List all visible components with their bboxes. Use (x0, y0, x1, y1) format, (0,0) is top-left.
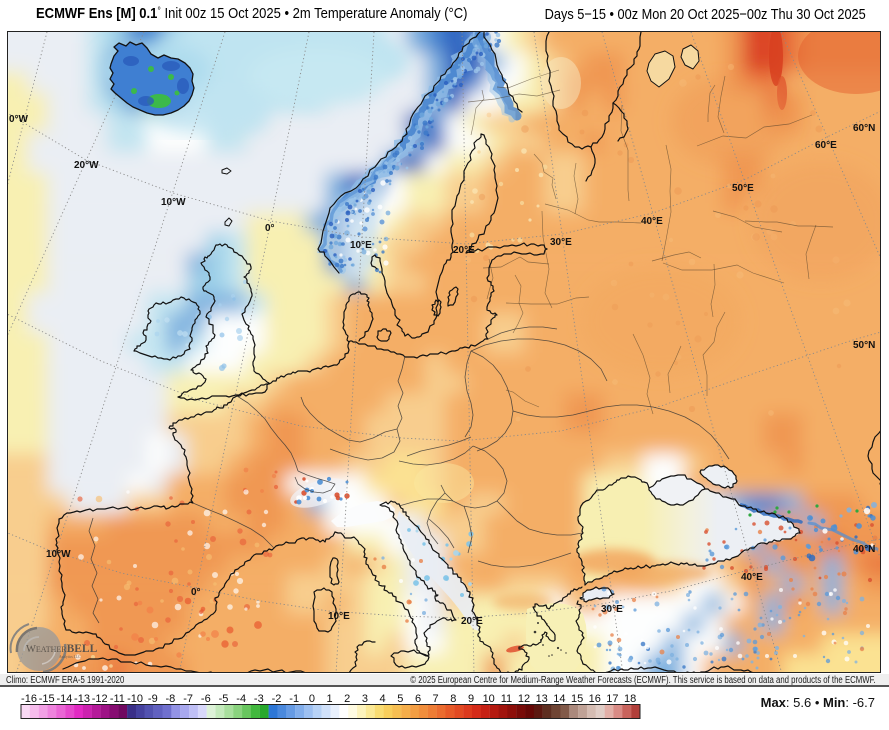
svg-text:7: 7 (433, 693, 439, 704)
svg-text:4: 4 (380, 693, 386, 704)
svg-text:-7: -7 (183, 693, 193, 704)
svg-text:-9: -9 (148, 693, 158, 704)
svg-text:40°E: 40°E (741, 572, 763, 583)
svg-text:60°E: 60°E (815, 140, 837, 151)
svg-text:20°E: 20°E (453, 245, 475, 256)
svg-text:-1: -1 (289, 693, 299, 704)
svg-text:Analytics LLC: Analytics LLC (59, 655, 81, 659)
svg-text:10°E: 10°E (328, 611, 350, 622)
svg-text:12: 12 (518, 693, 530, 704)
svg-text:6: 6 (415, 693, 421, 704)
svg-text:2: 2 (344, 693, 350, 704)
svg-text:-8: -8 (166, 693, 176, 704)
svg-text:0: 0 (309, 693, 315, 704)
svg-text:-15: -15 (39, 693, 55, 704)
svg-text:-10: -10 (127, 693, 143, 704)
svg-text:-14: -14 (56, 693, 72, 704)
svg-text:20°W: 20°W (74, 160, 99, 171)
svg-text:-13: -13 (74, 693, 90, 704)
svg-text:-16: -16 (21, 693, 37, 704)
svg-text:40°N: 40°N (853, 544, 875, 555)
svg-text:3: 3 (362, 693, 368, 704)
svg-text:10°W: 10°W (161, 197, 186, 208)
svg-text:30°E: 30°E (601, 604, 623, 615)
svg-text:18: 18 (624, 693, 636, 704)
svg-text:17: 17 (606, 693, 618, 704)
svg-text:8: 8 (450, 693, 456, 704)
svg-text:30°E: 30°E (550, 237, 572, 248)
svg-text:13: 13 (536, 693, 548, 704)
svg-text:20°E: 20°E (461, 616, 483, 627)
svg-text:-12: -12 (92, 693, 108, 704)
svg-text:WEATHERBELL: WEATHERBELL (26, 643, 98, 655)
svg-text:5: 5 (397, 693, 403, 704)
svg-text:11: 11 (501, 693, 512, 704)
svg-text:0°: 0° (191, 587, 201, 598)
svg-text:-11: -11 (110, 693, 125, 704)
svg-text:10: 10 (483, 693, 495, 704)
svg-text:1: 1 (327, 693, 333, 704)
svg-text:50°N: 50°N (853, 340, 875, 351)
svg-text:50°E: 50°E (732, 183, 754, 194)
svg-text:10°E: 10°E (350, 240, 372, 251)
svg-text:9: 9 (468, 693, 474, 704)
svg-text:14: 14 (553, 693, 565, 704)
svg-text:-5: -5 (219, 693, 229, 704)
svg-text:40°E: 40°E (641, 216, 663, 227)
svg-text:-3: -3 (254, 693, 264, 704)
svg-text:15: 15 (571, 693, 583, 704)
svg-text:60°N: 60°N (853, 123, 875, 134)
svg-text:-6: -6 (201, 693, 211, 704)
svg-text:0°: 0° (265, 223, 275, 234)
svg-text:-4: -4 (236, 693, 246, 704)
svg-text:-2: -2 (272, 693, 282, 704)
svg-text:16: 16 (589, 693, 601, 704)
svg-text:0°W: 0°W (9, 114, 29, 125)
